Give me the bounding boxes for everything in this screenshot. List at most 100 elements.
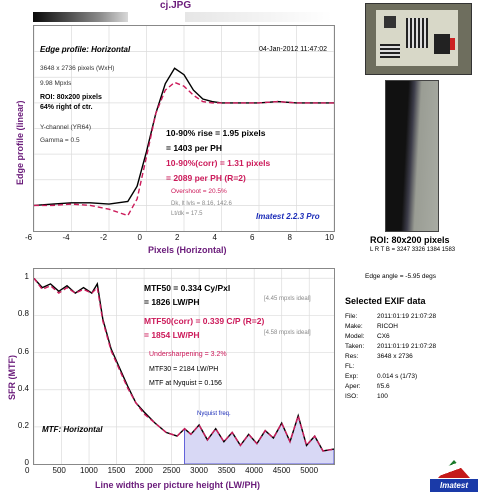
y-tick-label: 0.2: [17, 420, 29, 430]
edge-mpix: 9.98 Mpxls: [40, 80, 72, 87]
edge-profile-plot: Edge profile: Horizontal 04-Jan-2012 11:…: [33, 25, 335, 232]
exif-key: File:: [345, 313, 358, 320]
exif-key: Aper:: [345, 383, 361, 390]
exif-value: 2011:01:19 21:07:28: [377, 343, 437, 350]
x-tick-label: -6: [25, 233, 33, 242]
mtf-panel-title: MTF: Horizontal: [42, 425, 103, 434]
edge-x-axis-label: Pixels (Horizontal): [148, 245, 227, 255]
exif-row: Res: 3648 x 2736: [345, 353, 413, 360]
roi-image: [385, 80, 439, 232]
exif-value: 0.014 s (1/73): [377, 373, 418, 380]
edge-roi-pos: 64% right of ctr.: [40, 104, 93, 111]
x-tick-label: -2: [100, 233, 108, 242]
x-tick-label: 0: [25, 466, 30, 475]
x-tick-label: 4: [212, 233, 217, 242]
logo-text: Imatest: [430, 479, 478, 492]
x-tick-label: 3500: [217, 466, 236, 475]
exif-row: Make: RICOH: [345, 323, 398, 330]
x-tick-label: 6: [250, 233, 255, 242]
mtf50-corr-ideal: [4.58 mpxls ideal]: [264, 330, 311, 336]
exif-row: ISO: 100: [345, 393, 388, 400]
mtf-nyquist: MTF at Nyquist = 0.156: [149, 380, 222, 387]
x-tick-label: 4500: [272, 466, 291, 475]
corrected-series-line: [34, 81, 334, 217]
x-tick-label: 3000: [190, 466, 208, 475]
exif-value: 3648 x 2736: [377, 353, 413, 360]
edge-date: 04-Jan-2012 11:47:02: [259, 46, 327, 53]
mtf30-value: MTF30 = 2184 LW/PH: [149, 366, 219, 373]
corrected-series-line: [34, 277, 334, 452]
exif-title: Selected EXIF data: [345, 296, 426, 306]
edge-rise-corr-ph: = 2089 per PH (R=2): [166, 173, 246, 183]
undersharpening: Undersharpening = 3.2%: [149, 351, 227, 358]
chart-thumbnail: [365, 3, 472, 75]
exif-key: Make:: [345, 323, 363, 330]
edge-overshoot: Overshoot = 20.5%: [171, 188, 227, 195]
exif-row: Aper: f/5.6: [345, 383, 390, 390]
y-tick-label: 0: [24, 458, 29, 467]
gray-gradient-bar: [33, 12, 128, 22]
exif-row: Model: CX6: [345, 333, 390, 340]
x-tick-label: 1500: [107, 466, 126, 475]
x-tick-label: 500: [52, 466, 66, 475]
edge-profile-svg: [34, 26, 334, 231]
image-title: cj.JPG: [160, 0, 192, 11]
brand-label: Imatest 2.2.3 Pro: [256, 212, 320, 221]
exif-row: Taken: 2011:01:19 21:07:28: [345, 343, 436, 350]
x-tick-label: 2500: [162, 466, 181, 475]
edge-rise-ph: = 1403 per PH: [166, 143, 222, 153]
exif-row: File: 2011:01:19 21:07:28: [345, 313, 436, 320]
mtf-y-axis-label: SFR (MTF): [7, 355, 17, 400]
exif-value: RICOH: [377, 323, 398, 330]
mtf50-lw: = 1826 LW/PH: [144, 297, 200, 307]
y-tick-label: 1: [24, 272, 29, 282]
mtf-plot: MTF50 = 0.334 Cy/Pxl = 1826 LW/PH [4.45 …: [33, 268, 335, 465]
edge-panel-title: Edge profile: Horizontal: [40, 45, 131, 54]
x-tick-label: 10: [325, 233, 334, 242]
exif-key: FL:: [345, 363, 355, 370]
exif-key: Res:: [345, 353, 359, 360]
mtf-x-axis-label: Line widths per picture height (LW/PH): [95, 480, 261, 490]
mtf50-value: MTF50 = 0.334 Cy/Pxl: [144, 283, 231, 293]
exif-key: ISO:: [345, 393, 359, 400]
exif-row: Exp: 0.014 s (1/73): [345, 373, 417, 380]
edge-roi: ROI: 80x200 pixels: [40, 94, 102, 101]
x-tick-label: -4: [62, 233, 70, 242]
x-tick-label: 8: [287, 233, 292, 242]
y-tick-label: 0.8: [17, 309, 29, 319]
nyquist-label: Nyquist freq.: [197, 411, 231, 417]
roi-label: ROI: 80x200 pixels: [370, 235, 450, 245]
x-tick-label: 4000: [245, 466, 263, 475]
exif-value: CX6: [377, 333, 390, 340]
y-tick-label: 0.4: [17, 383, 29, 393]
mtf50-ideal: [4.45 mpxls ideal]: [264, 296, 311, 302]
x-tick-label: 0: [137, 233, 142, 242]
mtf50-corr-value: MTF50(corr) = 0.339 C/P (R=2): [144, 316, 265, 326]
exif-key: Model:: [345, 333, 365, 340]
edge-rise: 10-90% rise = 1.95 pixels: [166, 128, 266, 138]
x-tick-label: 2: [175, 233, 180, 242]
mtf-svg: [34, 269, 334, 464]
exif-value: 2011:01:19 21:07:28: [377, 313, 437, 320]
edge-gamma: Gamma = 0.5: [40, 137, 80, 144]
exif-key: Taken:: [345, 343, 365, 350]
roi-coords: L R T B = 3247 3326 1384 1583: [370, 247, 456, 253]
edge-y-axis-label: Edge profile (linear): [15, 100, 25, 185]
mtf50-corr-lw: = 1854 LW/PH: [144, 330, 200, 340]
x-tick-label: 2000: [135, 466, 153, 475]
edge-angle: Edge angle = -5.95 degs: [365, 273, 437, 280]
x-tick-label: 5000: [300, 466, 319, 475]
x-tick-label: 1000: [80, 466, 98, 475]
exif-value: 100: [377, 393, 388, 400]
exif-row: FL:: [345, 363, 377, 370]
exif-value: f/5.6: [377, 383, 390, 390]
y-tick-label: 0.6: [17, 346, 29, 356]
imatest-logo: Imatest: [430, 460, 478, 494]
edge-lt-dk: Lt/dk = 17.5: [171, 211, 203, 217]
edge-channel: Y-channel (YR64): [40, 124, 92, 131]
exif-key: Exp:: [345, 373, 359, 380]
light-gradient-bar: [185, 12, 332, 22]
edge-dk-lt: Dk, lt lvls = 8.16, 142.6: [171, 201, 232, 207]
edge-rise-corr: 10-90%(corr) = 1.31 pixels: [166, 158, 271, 168]
edge-size: 3648 x 2736 pixels (WxH): [40, 65, 115, 72]
